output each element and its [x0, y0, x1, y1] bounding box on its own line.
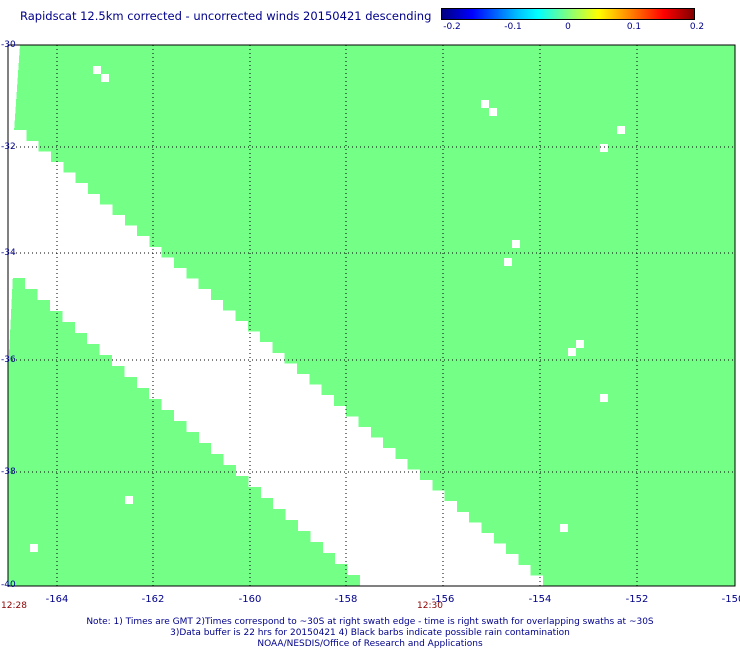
missing-cell [600, 144, 608, 152]
lon-label: -164 [45, 594, 69, 605]
lat-label: -30 [1, 40, 16, 50]
lon-label: -156 [431, 594, 455, 605]
note-line: NOAA/NESDIS/Office of Research and Appli… [257, 639, 483, 649]
colorbar-tick: 0.1 [626, 22, 642, 32]
lat-label: -38 [1, 467, 16, 477]
colorbar [441, 8, 695, 20]
swath-upper [14, 45, 736, 586]
colorbar-tick: 0 [565, 22, 571, 32]
missing-cell [93, 66, 101, 74]
missing-cell [560, 524, 568, 532]
time-label: 12:28 [1, 601, 27, 611]
lat-label: -36 [1, 355, 16, 365]
colorbar-tick: -0.2 [443, 22, 461, 32]
swath-layer [8, 45, 736, 586]
map-frame [7, 44, 736, 587]
missing-cell [481, 100, 489, 108]
note-line: Note: 1) Times are GMT 2)Times correspon… [86, 617, 654, 627]
colorbar-tick: 0.2 [689, 22, 705, 32]
lon-label: -162 [141, 594, 165, 605]
missing-data-layer [30, 66, 625, 552]
lon-label: -158 [334, 594, 358, 605]
missing-cell [600, 394, 608, 402]
missing-cell [576, 340, 584, 348]
colorbar-tick: -0.1 [504, 22, 522, 32]
lat-label: -32 [1, 142, 16, 152]
lat-label: -40 [1, 580, 16, 590]
lon-label: -154 [528, 594, 552, 605]
lon-label: -152 [625, 594, 649, 605]
missing-cell [125, 496, 133, 504]
note-line: 3)Data buffer is 22 hrs for 20150421 4) … [170, 628, 570, 638]
lon-label: -160 [238, 594, 262, 605]
missing-cell [504, 258, 512, 266]
missing-cell [512, 240, 520, 248]
lat-label: -34 [1, 248, 16, 258]
swath-lower [8, 278, 360, 586]
missing-cell [30, 544, 38, 552]
notes: Note: 1) Times are GMT 2)Times correspon… [0, 617, 740, 650]
time-label: 12:30 [417, 601, 443, 611]
missing-cell [568, 348, 576, 356]
missing-cell [489, 108, 497, 116]
map-title: Rapidscat 12.5km corrected - uncorrected… [20, 9, 432, 23]
missing-cell [101, 74, 109, 82]
missing-cell [617, 126, 625, 134]
lon-label: -150 [721, 594, 740, 605]
